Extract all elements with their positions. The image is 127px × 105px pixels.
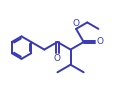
Text: O: O — [96, 37, 103, 47]
Text: O: O — [54, 54, 61, 63]
Text: O: O — [72, 19, 79, 28]
